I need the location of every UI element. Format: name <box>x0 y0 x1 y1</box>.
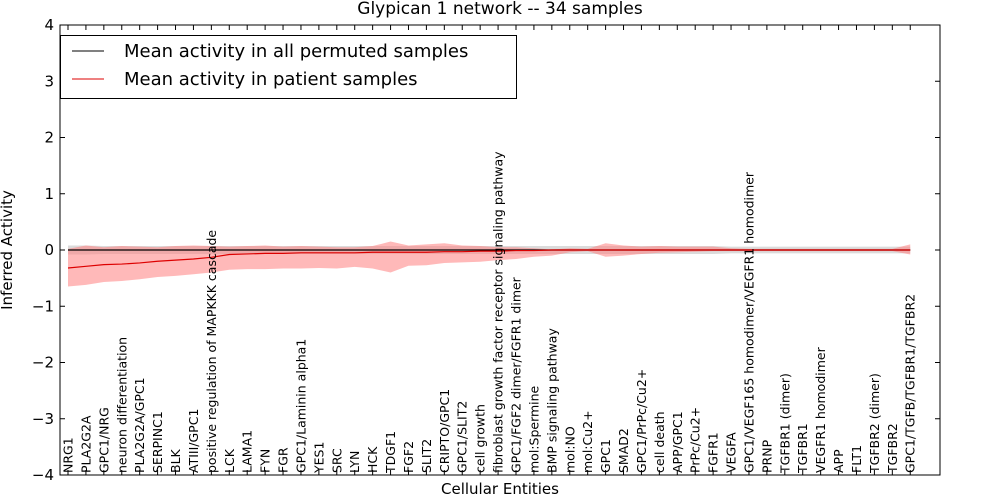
x-category-label: BMP signaling pathway <box>544 328 559 473</box>
x-category-label: SLIT2 <box>419 439 434 473</box>
x-category-label: LCK <box>222 448 237 473</box>
legend-label-patient: Mean activity in patient samples <box>124 69 418 90</box>
x-category-label: YES1 <box>311 442 326 474</box>
legend-label-permuted: Mean activity in all permuted samples <box>124 41 468 62</box>
x-category-label: HCK <box>365 446 380 473</box>
x-category-label: GPC1/Laminin alpha1 <box>293 339 308 473</box>
x-category-label: mol:Spermine <box>526 385 541 473</box>
x-category-label: CRIPTO/GPC1 <box>437 389 452 473</box>
x-category-label: PLA2G2A <box>78 415 93 473</box>
x-category-label: GPC1/TGFB/TGFBR1/TGFBR2 <box>903 294 918 473</box>
x-category-label: LYN <box>347 451 362 473</box>
y-tick-label: 1 <box>44 185 54 203</box>
x-category-label: APP/GPC1 <box>670 411 685 473</box>
x-category-label: GPC1/VEGF165 homodimer/VEGFR1 homodimer <box>741 171 756 473</box>
x-category-label: PRNP <box>759 439 774 473</box>
x-category-label: GPC1/FGF2 dimer/FGFR1 dimer <box>509 276 524 473</box>
chart-title: Glypican 1 network -- 34 samples <box>357 0 643 19</box>
legend: Mean activity in all permuted samples Me… <box>60 35 517 99</box>
legend-box <box>60 35 517 99</box>
y-tick-label: −1 <box>32 297 54 315</box>
x-category-label: FLT1 <box>849 445 864 473</box>
x-category-label: cell death <box>652 411 667 473</box>
x-category-label: mol:Cu2+ <box>580 410 595 473</box>
y-tick-label: 3 <box>44 72 54 90</box>
x-axis-label: Cellular Entities <box>441 480 559 498</box>
x-category-label: mol:NO <box>562 426 577 473</box>
x-category-label: fibroblast growth factor receptor signal… <box>491 151 506 473</box>
x-category-label: neuron differentiation <box>114 337 129 473</box>
x-category-label: PrPc/Cu2+ <box>688 407 703 473</box>
x-category-label: FGFR1 <box>706 432 721 473</box>
series-line-patient <box>67 249 911 269</box>
y-tick-label: 2 <box>44 129 54 147</box>
x-category-label: SMAD2 <box>616 428 631 473</box>
x-category-label: GPC1/SLIT2 <box>455 401 470 473</box>
x-category-label: ATIII/GPC1 <box>186 409 201 473</box>
x-category-label: PLA2G2A/GPC1 <box>132 377 147 473</box>
x-category-label: FGR <box>276 447 291 473</box>
x-category-label: VEGFR1 homodimer <box>813 346 828 473</box>
y-tick-label: 0 <box>44 241 54 259</box>
x-category-label: VEGFA <box>724 432 739 473</box>
x-category-label: FGF2 <box>401 441 416 473</box>
x-category-label: TGFBR2 (dimer) <box>867 373 882 474</box>
x-category-label: BLK <box>168 448 183 473</box>
x-category-label: GPC1/NRG <box>96 407 111 473</box>
x-category-label: TGFBR2 <box>885 423 900 474</box>
x-category-label: TDGF1 <box>383 431 398 474</box>
x-category-label: positive regulation of MAPKKK cascade <box>204 230 219 473</box>
y-tick-label: −4 <box>32 466 54 484</box>
x-category-label: NRG1 <box>61 437 76 473</box>
y-tick-label: 4 <box>44 16 54 34</box>
y-tick-label: −3 <box>32 410 54 428</box>
x-category-label: TGFBR1 <box>795 423 810 474</box>
x-category-label: SRC <box>329 448 344 473</box>
x-category-label: TGFBR1 (dimer) <box>777 373 792 474</box>
x-category-label: SERPINC1 <box>150 411 165 473</box>
x-category-label: GPC1/PrPc/Cu2+ <box>634 369 649 473</box>
y-tick-label: −2 <box>32 354 54 372</box>
x-category-label: APP <box>831 449 846 473</box>
y-axis-label: Inferred Activity <box>0 190 16 310</box>
x-category-label: cell growth <box>473 404 488 473</box>
x-category-label: FYN <box>258 449 273 473</box>
x-category-label: LAMA1 <box>240 430 255 473</box>
x-category-label: GPC1 <box>598 439 613 473</box>
